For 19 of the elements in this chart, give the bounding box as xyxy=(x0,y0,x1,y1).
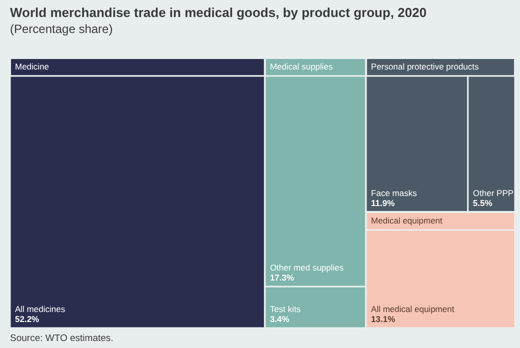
source-note: Source: WTO estimates. xyxy=(10,333,114,344)
category-label: All medicines xyxy=(15,304,66,314)
data-label: 17.3% xyxy=(270,272,294,283)
category-label: All medical equipment xyxy=(371,304,455,314)
series-label: Personal protective products xyxy=(371,61,479,72)
data-label: 3.4% xyxy=(270,314,290,324)
data-label: 11.9% xyxy=(371,198,396,208)
category-label: Face masks xyxy=(371,188,417,198)
series-label: Medical supplies xyxy=(270,61,333,72)
category-label: Other PPP xyxy=(472,188,514,198)
category-label: Test kits xyxy=(270,304,301,314)
text: World merchandise trade in medical goods, by product group, 2020 xyxy=(10,5,427,20)
category-label: Other med supplies xyxy=(270,262,344,273)
text: (Percentage share) xyxy=(10,22,113,36)
data-label: 13.1% xyxy=(371,314,396,324)
series-label: Medicine xyxy=(15,61,50,72)
data-label: 5.5% xyxy=(472,198,493,208)
series-label: Medical equipment xyxy=(371,215,444,226)
data-label: 52.2% xyxy=(15,314,40,324)
